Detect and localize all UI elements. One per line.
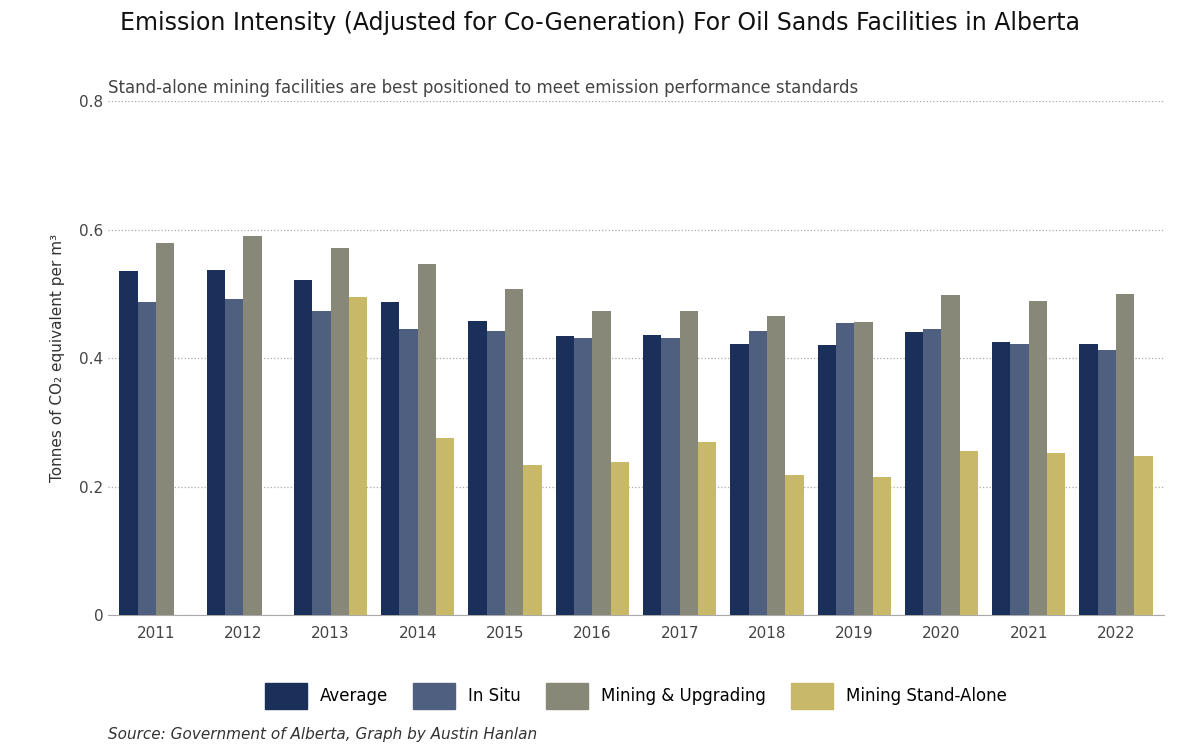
Bar (523, 465, 541, 615)
Bar (679, 310, 698, 615)
Bar (349, 297, 367, 615)
Text: Emission Intensity (Adjusted for Co-Generation) For Oil Sands Facilities in Albe: Emission Intensity (Adjusted for Co-Gene… (120, 11, 1080, 35)
Bar (749, 331, 767, 615)
Bar (487, 331, 505, 615)
Bar (593, 311, 611, 615)
Bar (1010, 344, 1028, 615)
Bar (872, 477, 890, 615)
Bar (836, 323, 854, 615)
Bar (1048, 452, 1066, 615)
Bar (556, 336, 574, 615)
Bar (119, 272, 138, 615)
Bar (905, 332, 923, 615)
Bar (312, 311, 330, 615)
Bar (418, 264, 436, 615)
Bar (643, 335, 661, 615)
Bar (698, 442, 716, 615)
Bar (1079, 344, 1098, 615)
Bar (294, 280, 312, 615)
Bar (661, 338, 679, 615)
Bar (785, 475, 804, 615)
Bar (574, 338, 593, 615)
Bar (382, 302, 400, 615)
Bar (731, 344, 749, 615)
Bar (1098, 350, 1116, 615)
Bar (942, 296, 960, 615)
Bar (923, 329, 942, 615)
Bar (330, 248, 349, 615)
Bar (244, 236, 262, 615)
Bar (505, 289, 523, 615)
Bar (400, 329, 418, 615)
Bar (1116, 294, 1134, 615)
Bar (436, 439, 455, 615)
Bar (992, 342, 1010, 615)
Bar (960, 452, 978, 615)
Legend: Average, In Situ, Mining & Upgrading, Mining Stand-Alone: Average, In Situ, Mining & Upgrading, Mi… (257, 675, 1015, 717)
Bar (468, 321, 487, 615)
Bar (1028, 301, 1048, 615)
Text: Stand-alone mining facilities are best positioned to meet emission performance s: Stand-alone mining facilities are best p… (108, 79, 858, 97)
Bar (138, 302, 156, 615)
Bar (224, 299, 244, 615)
Bar (206, 270, 224, 615)
Bar (854, 322, 872, 615)
Bar (817, 345, 836, 615)
Bar (767, 316, 785, 615)
Bar (1134, 457, 1153, 615)
Bar (611, 462, 629, 615)
Y-axis label: Tonnes of CO₂ equivalent per m³: Tonnes of CO₂ equivalent per m³ (50, 234, 65, 482)
Text: Source: Government of Alberta, Graph by Austin Hanlan: Source: Government of Alberta, Graph by … (108, 728, 538, 742)
Bar (156, 242, 174, 615)
